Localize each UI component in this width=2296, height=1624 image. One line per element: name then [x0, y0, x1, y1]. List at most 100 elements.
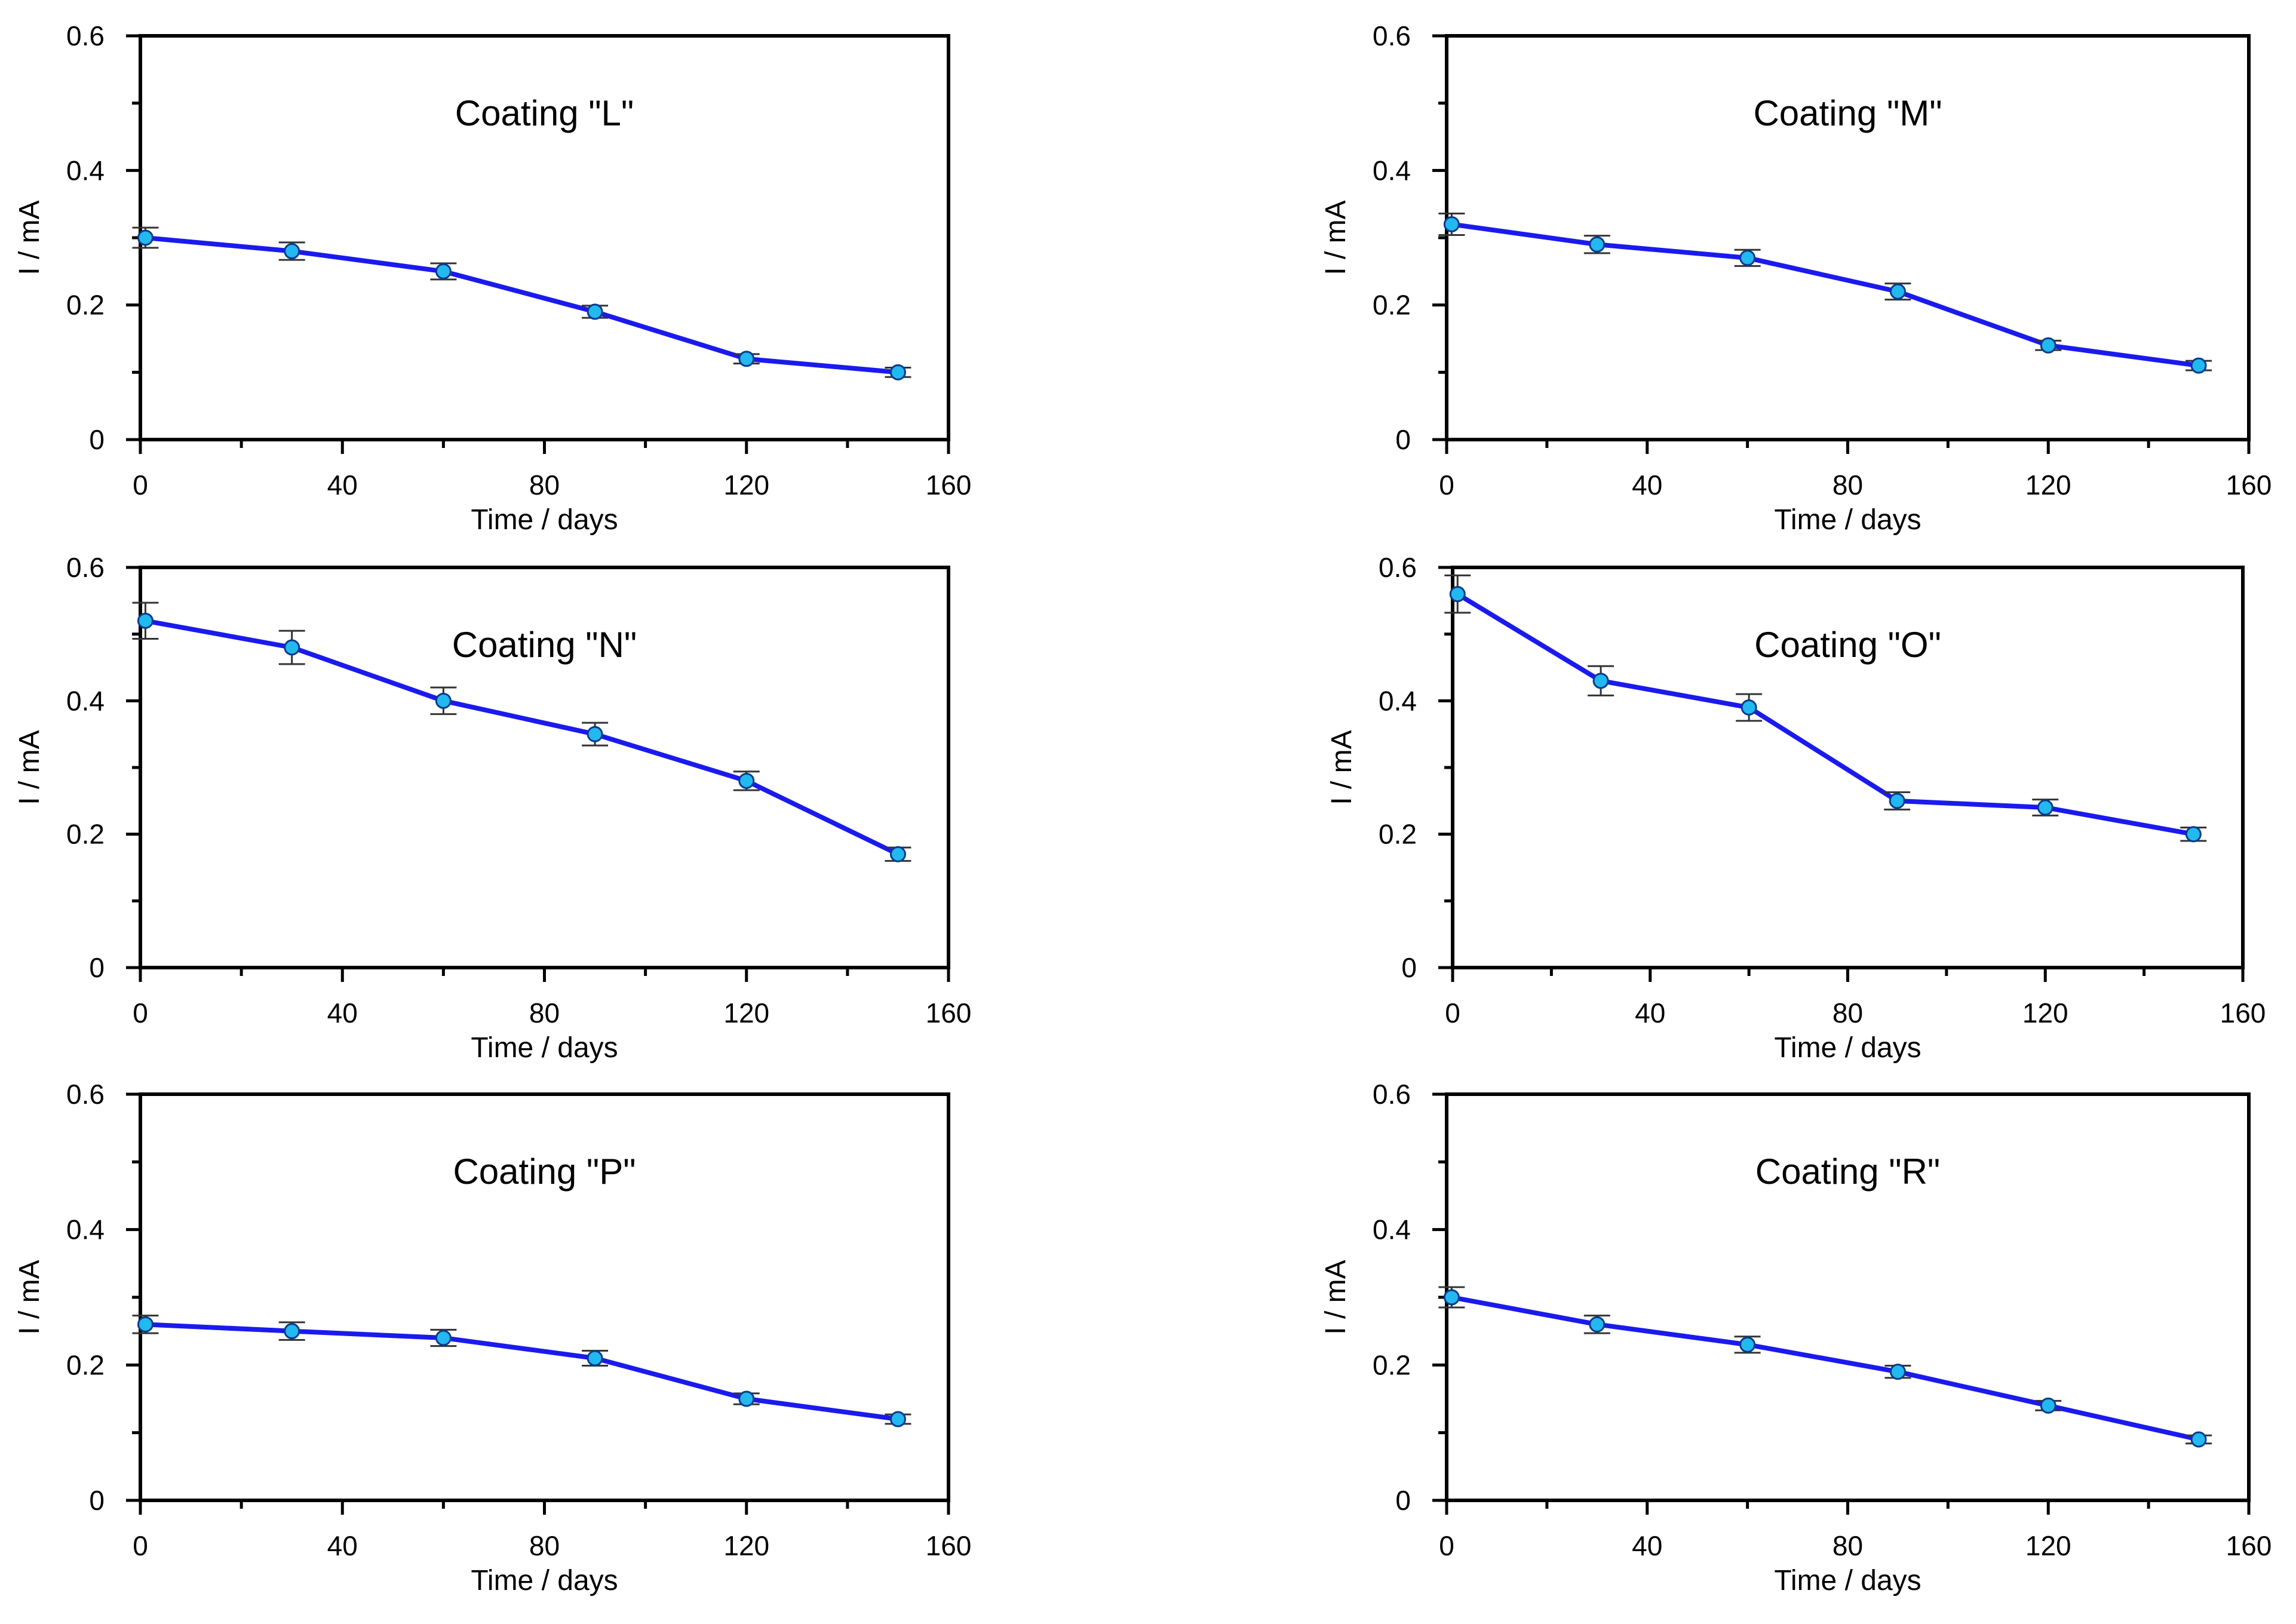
y-tick-label: 0.2 — [66, 290, 105, 321]
x-tick-label: 0 — [1439, 469, 1454, 501]
data-point — [2040, 1397, 2056, 1414]
x-tick-label: 80 — [529, 997, 560, 1029]
x-tick-label: 80 — [1832, 469, 1863, 501]
x-tick-label: 80 — [529, 469, 560, 501]
chart-panel-5: 0 40 80 120 160 0 0.2 0.4 0.6 Time / days I / mA Co… — [14, 1079, 971, 1597]
data-point — [587, 303, 603, 320]
y-tick-label: 0.4 — [66, 1214, 105, 1245]
y-tick-label: 0.2 — [66, 819, 105, 850]
data-point — [2040, 337, 2056, 354]
data-point — [137, 612, 154, 629]
x-axis-label: Time / days — [1774, 504, 1921, 536]
data-point — [889, 1411, 906, 1427]
chart-panel-6: 0 40 80 120 160 0 0.2 0.4 0.6 Time / days I / mA Co… — [1320, 1079, 2272, 1597]
y-tick-label: 0.6 — [66, 20, 105, 51]
chart-panel-4: 0 40 80 120 160 0 0.2 0.4 0.6 Time / days I / mA Co… — [1326, 552, 2266, 1064]
x-tick-label: 120 — [2022, 997, 2068, 1029]
data-point — [1589, 236, 1606, 253]
series-line — [1456, 592, 2194, 837]
x-tick-label: 80 — [1832, 1530, 1863, 1561]
y-axis-label: I / mA — [14, 200, 45, 275]
data-point — [137, 1316, 154, 1333]
chart-panel-1: 0 40 80 120 160 0 0.2 0.4 0.6 Time / days I / mA Co… — [14, 20, 971, 536]
x-tick-label: 160 — [926, 1530, 972, 1561]
data-point — [738, 1390, 755, 1407]
x-tick-label: 40 — [1632, 469, 1662, 501]
panel-title: Coating "N" — [452, 625, 637, 665]
y-tick-label: 0 — [89, 424, 105, 455]
x-tick-label: 0 — [133, 469, 148, 501]
y-tick-label: 0.4 — [66, 685, 105, 716]
data-point — [435, 263, 452, 280]
data-point — [1889, 283, 1906, 300]
x-tick-label: 40 — [327, 1530, 358, 1561]
x-tick-label: 120 — [723, 1530, 769, 1561]
y-tick-label: 0.6 — [66, 552, 105, 583]
data-point — [738, 351, 755, 367]
data-point — [587, 1350, 603, 1367]
data-point — [738, 772, 755, 789]
data-point — [1889, 793, 1905, 809]
data-point — [435, 1330, 452, 1346]
x-tick-label: 160 — [2226, 469, 2272, 501]
data-point — [435, 692, 452, 709]
y-axis-label: I / mA — [14, 1260, 45, 1334]
y-tick-label: 0.4 — [1373, 155, 1411, 186]
x-tick-label: 0 — [133, 997, 148, 1029]
x-tick-label: 120 — [723, 997, 769, 1029]
panel-title: Coating "M" — [1753, 93, 1942, 133]
x-tick-label: 80 — [529, 1530, 560, 1561]
data-point — [2190, 357, 2207, 374]
x-tick-label: 160 — [926, 997, 972, 1029]
x-axis-label: Time / days — [1774, 1032, 1921, 1064]
y-tick-label: 0 — [89, 1485, 105, 1516]
series-line — [145, 235, 898, 375]
x-tick-label: 0 — [1439, 1530, 1454, 1561]
chart-panel-3: 0 40 80 120 160 0 0.2 0.4 0.6 Time / days I / mA Co… — [14, 552, 971, 1064]
y-tick-label: 0 — [1395, 1485, 1411, 1516]
y-tick-label: 0.6 — [1373, 1079, 1411, 1110]
series-line — [1451, 222, 2199, 369]
panel-title: Coating "R" — [1755, 1152, 1940, 1192]
y-axis-label: I / mA — [1320, 1260, 1352, 1334]
x-axis-label: Time / days — [471, 504, 618, 536]
y-tick-label: 0 — [1395, 424, 1411, 455]
x-tick-label: 80 — [1832, 997, 1863, 1029]
y-tick-label: 0.2 — [1373, 290, 1411, 321]
data-point — [137, 229, 154, 246]
x-tick-label: 160 — [2220, 997, 2266, 1029]
data-point — [284, 1323, 300, 1340]
x-tick-label: 40 — [1632, 1530, 1662, 1561]
x-axis-label: Time / days — [471, 1565, 618, 1597]
panel-title: Coating "O" — [1754, 625, 1941, 665]
data-point — [1592, 673, 1609, 689]
data-point — [1739, 250, 1756, 266]
data-point — [2190, 1431, 2207, 1448]
data-point — [587, 726, 603, 742]
y-tick-label: 0.2 — [1379, 819, 1417, 850]
x-tick-label: 160 — [2226, 1530, 2272, 1561]
chart-panel-2: 0 40 80 120 160 0 0.2 0.4 0.6 Time / days I / mA Co… — [1320, 20, 2272, 536]
x-tick-label: 40 — [327, 997, 358, 1029]
y-tick-label: 0.2 — [1373, 1349, 1411, 1380]
data-point — [1443, 1289, 1460, 1306]
data-point — [2037, 799, 2053, 816]
x-tick-label: 120 — [2025, 1530, 2071, 1561]
series-line — [1451, 1295, 2199, 1442]
x-tick-label: 0 — [133, 1530, 148, 1561]
y-axis-label: I / mA — [1326, 730, 1358, 805]
series-line — [145, 1322, 898, 1422]
x-tick-label: 120 — [723, 469, 769, 501]
x-tick-label: 160 — [926, 469, 972, 501]
x-axis-label: Time / days — [471, 1032, 618, 1064]
x-tick-label: 0 — [1445, 997, 1460, 1029]
data-point — [284, 243, 300, 260]
data-point — [889, 846, 906, 862]
data-point — [889, 364, 906, 380]
y-axis-label: I / mA — [1320, 200, 1352, 275]
data-point — [2185, 826, 2202, 843]
x-tick-label: 40 — [1635, 997, 1665, 1029]
y-tick-label: 0.2 — [66, 1349, 105, 1380]
y-tick-label: 0.6 — [1373, 20, 1411, 51]
